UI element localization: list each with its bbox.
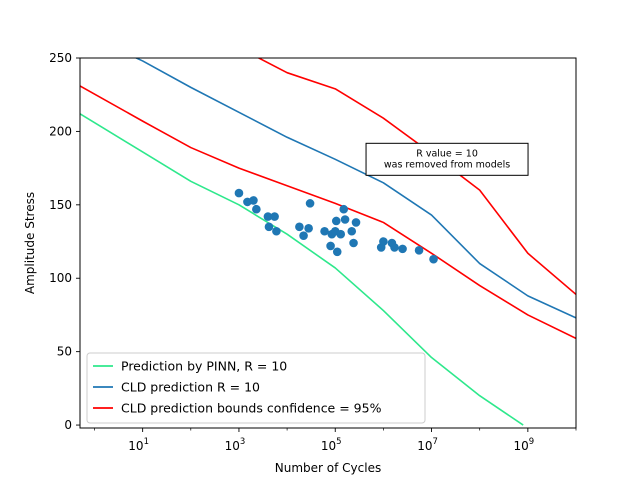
data-point-5 bbox=[264, 222, 274, 232]
data-point-6 bbox=[270, 212, 279, 221]
data-point-18 bbox=[336, 229, 346, 239]
y-tick-label-5: 250 bbox=[49, 51, 72, 65]
data-point-21 bbox=[347, 226, 357, 236]
annotation-text-1: was removed from models bbox=[384, 159, 510, 170]
x-axis-label: Number of Cycles bbox=[275, 461, 381, 475]
x-tick-label-4: 109 bbox=[513, 437, 534, 453]
data-point-16 bbox=[331, 216, 341, 226]
data-point-17 bbox=[332, 247, 342, 257]
series-line-2 bbox=[80, 85, 576, 340]
data-point-28 bbox=[398, 244, 407, 254]
x-tick-label-3: 107 bbox=[417, 437, 438, 453]
y-tick-label-1: 50 bbox=[57, 345, 72, 359]
data-point-4 bbox=[263, 212, 273, 221]
data-point-25 bbox=[379, 237, 388, 246]
y-tick-label-0: 0 bbox=[64, 418, 72, 432]
data-point-10 bbox=[304, 224, 313, 233]
series-layer bbox=[80, 58, 576, 426]
legend-label-1: CLD prediction R = 10 bbox=[121, 380, 260, 395]
data-point-29 bbox=[414, 246, 424, 255]
data-point-11 bbox=[305, 199, 315, 208]
annotation-box bbox=[365, 142, 529, 176]
legend-box bbox=[86, 352, 426, 424]
data-point-13 bbox=[326, 241, 335, 251]
data-point-12 bbox=[320, 226, 329, 236]
series-line-1 bbox=[134, 58, 576, 319]
data-point-23 bbox=[351, 218, 361, 227]
x-tick-label-1: 103 bbox=[225, 437, 246, 453]
plot-frame bbox=[79, 57, 577, 429]
x-tick-label-2: 105 bbox=[321, 437, 342, 453]
legend-label-0: Prediction by PINN, R = 10 bbox=[121, 359, 287, 374]
data-point-30 bbox=[429, 254, 438, 264]
legend-label-2: CLD prediction bounds confidence = 95% bbox=[121, 401, 382, 416]
axis-layer: 0 50 100 150 200 250 101 103 105 107 109 bbox=[49, 51, 577, 453]
data-point-19 bbox=[339, 204, 349, 214]
data-point-22 bbox=[349, 238, 358, 248]
y-tick-label-4: 200 bbox=[49, 124, 72, 138]
x-tick-label-0: 101 bbox=[128, 437, 149, 453]
data-point-8 bbox=[295, 222, 304, 232]
data-point-3 bbox=[252, 204, 261, 214]
data-point-9 bbox=[299, 231, 308, 240]
y-axis-label: Amplitude Stress bbox=[23, 192, 37, 294]
data-point-20 bbox=[340, 215, 350, 224]
legend: Prediction by PINN, R = 10 CLD prediction… bbox=[86, 352, 426, 424]
series-line-0 bbox=[80, 113, 524, 426]
data-point-7 bbox=[272, 226, 281, 236]
annotation-text-0: R value = 10 bbox=[416, 148, 478, 159]
data-point-2 bbox=[249, 196, 258, 205]
y-tick-label-3: 150 bbox=[49, 198, 72, 212]
series-line-3 bbox=[257, 58, 576, 295]
data-point-0 bbox=[234, 188, 244, 198]
y-tick-label-2: 100 bbox=[49, 271, 72, 285]
data-point-27 bbox=[390, 243, 399, 252]
